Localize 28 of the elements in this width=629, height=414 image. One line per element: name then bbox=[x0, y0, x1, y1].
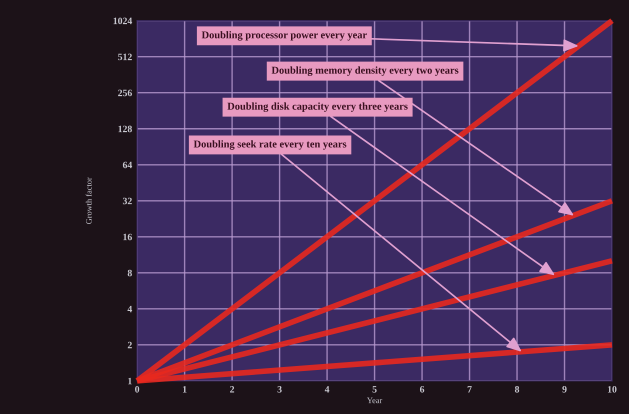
y-tick-label: 16 bbox=[123, 234, 132, 240]
x-tick-label: 5 bbox=[372, 386, 377, 393]
x-tick-label: 4 bbox=[324, 386, 330, 392]
y-axis-title: Growth factor bbox=[86, 177, 92, 224]
x-tick-label: 7 bbox=[468, 386, 472, 392]
annotation: Doubling disk capacity every three years bbox=[227, 102, 408, 112]
x-tick-label: 8 bbox=[514, 386, 520, 393]
x-tick-label: 1 bbox=[182, 386, 187, 392]
x-axis-title: Year bbox=[366, 398, 382, 404]
x-tick-label: 2 bbox=[230, 386, 234, 392]
y-tick-label: 128 bbox=[118, 126, 132, 132]
x-tick-label: 6 bbox=[420, 386, 424, 393]
annotation: Doubling memory density every two years bbox=[272, 66, 458, 76]
x-tick-label: 10 bbox=[608, 386, 617, 393]
y-tick-label: 1024 bbox=[114, 18, 132, 24]
y-tick-label: 8 bbox=[128, 270, 132, 276]
y-tick-label: 2 bbox=[128, 342, 132, 348]
x-tick-label: 0 bbox=[135, 386, 140, 393]
y-tick-label: 512 bbox=[118, 54, 132, 60]
x-tick-label: 9 bbox=[562, 386, 567, 393]
annotation: Doubling seek rate every ten years bbox=[194, 140, 346, 150]
y-tick-label: 1 bbox=[128, 378, 132, 384]
y-tick-label: 64 bbox=[122, 162, 132, 168]
y-tick-label: 256 bbox=[118, 90, 132, 96]
y-tick-label: 4 bbox=[128, 306, 132, 312]
x-tick-label: 3 bbox=[278, 386, 282, 393]
annotation: Doubling processor power every year bbox=[202, 31, 367, 41]
y-tick-label: 32 bbox=[122, 198, 132, 204]
